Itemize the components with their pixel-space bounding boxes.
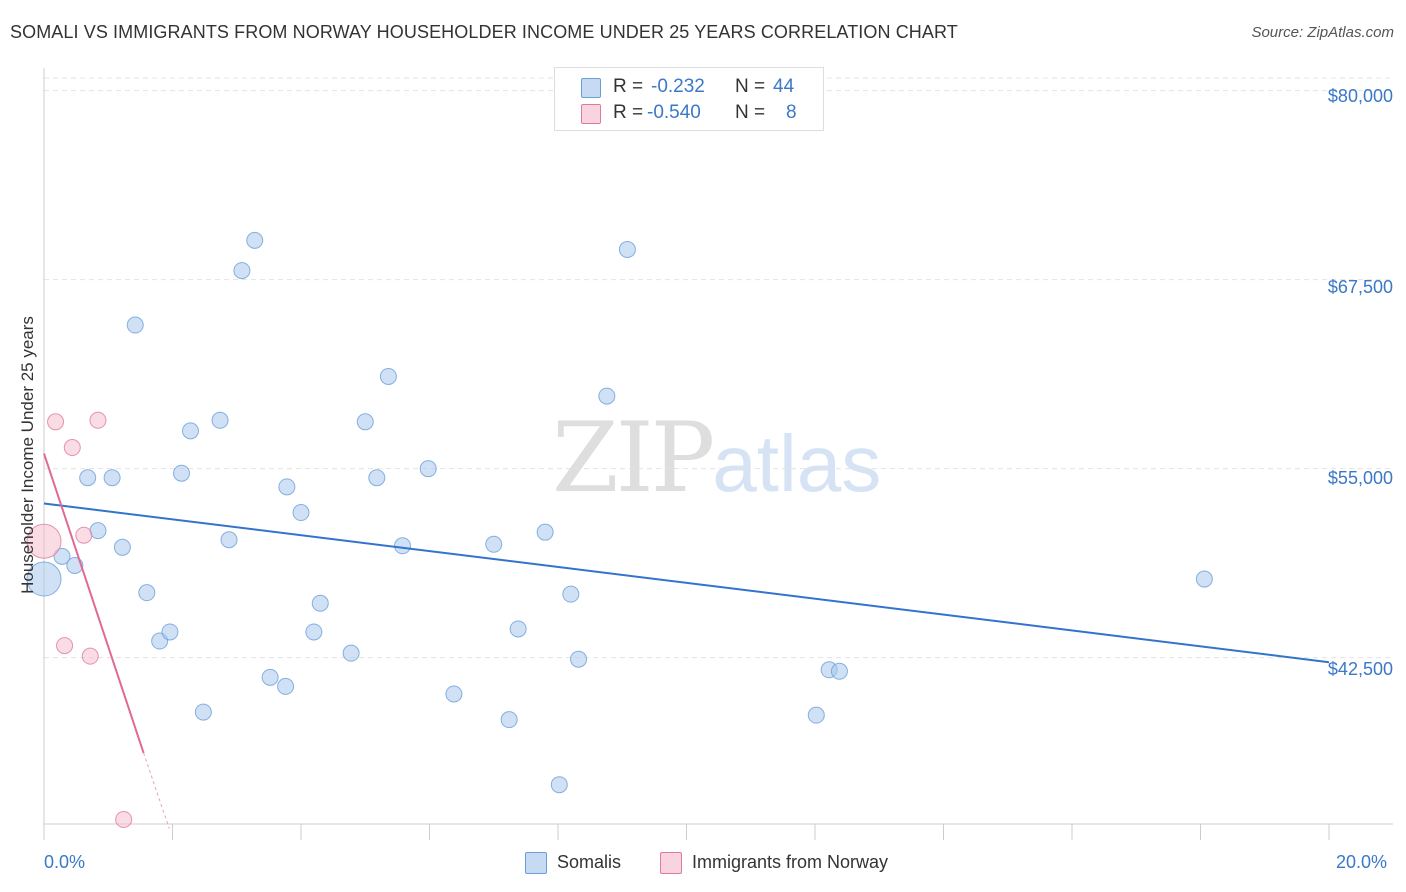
legend-row-somalis: R = -0.232 N = 44 [555,76,823,102]
somali-point [618,240,636,258]
somali-point [311,594,329,612]
somali-point [500,711,518,729]
somali-point [598,387,616,405]
y-tick-label: $55,000 [1327,468,1393,488]
bottom-legend-swatch-norway [660,852,682,874]
somali-point [379,367,397,385]
correlation-legend: R = -0.232 N = 44 R = -0.540 N = 8 [554,67,824,131]
legend-r-label: R = [613,76,644,97]
legend-n-value: 44 [773,76,795,97]
legend-r-value: -0.232 [651,76,705,97]
y-tick-label: $42,500 [1327,659,1393,679]
chart-title: SOMALI VS IMMIGRANTS FROM NORWAY HOUSEHO… [10,22,958,42]
somali-point [445,685,463,703]
somali-point [126,316,144,334]
somali-point [103,469,121,487]
source-label: Source: ZipAtlas.com [1251,24,1394,41]
somali-point [356,413,374,431]
somali-point [394,537,412,555]
watermark: ZIPatlas [552,402,881,514]
norway-point [26,523,62,559]
bottom-legend-somalis: Somalis [557,852,622,872]
somali-point [220,531,238,549]
somali-point [277,677,295,695]
somali-point [246,231,264,249]
x-tick-label-end: 20.0% [1336,852,1388,872]
somali-point [211,411,229,429]
somali-point [509,620,527,638]
norway-point [63,439,81,457]
somali-point [1195,570,1213,588]
norway-point [56,637,74,655]
somali-point [562,585,580,603]
norway-point [75,526,93,544]
somali-trendline [43,502,1330,664]
norway-point [81,647,99,665]
somali-point [536,523,554,541]
legend-swatch-somalis [581,78,601,98]
watermark-zip: ZIP [552,402,715,514]
y-tick-label: $80,000 [1327,86,1393,106]
bottom-legend-norway: Immigrants from Norway [692,852,889,872]
somali-point [89,522,107,540]
somali-point [161,623,179,641]
somali-point [830,662,848,680]
legend-n-label: N = [735,102,766,123]
legend-r-label: R = [613,102,644,123]
somali-point [181,422,199,440]
legend-n-label: N = [735,76,766,97]
somali-point [278,478,296,496]
somali-point [550,776,568,794]
y-axis-label: Householder Income Under 25 years [18,316,37,594]
norway-point [47,413,65,431]
somali-point [419,460,437,478]
bottom-legend-swatch-somalis [525,852,547,874]
legend-swatch-norway [581,104,601,124]
somali-point [570,650,588,668]
somali-point [194,703,212,721]
somali-point [305,623,323,641]
legend-row-norway: R = -0.540 N = 8 [555,102,823,128]
norway-trendline [43,453,145,754]
somali-point [79,469,97,487]
somali-point [138,584,156,602]
norway-point [89,411,107,429]
x-tick-label-start: 0.0% [44,852,86,872]
legend-r-value: -0.540 [647,102,701,123]
y-tick-label: $67,500 [1327,277,1393,297]
somali-point [233,262,251,280]
somali-point [368,469,386,487]
legend-n-value: 8 [786,102,797,123]
somali-point [26,561,62,597]
somali-point [53,547,71,565]
norway-point [115,810,133,828]
somali-point [113,538,131,556]
somali-point [292,504,310,522]
somali-point [485,535,503,553]
somali-point [807,706,825,724]
watermark-atlas: atlas [712,419,882,508]
somali-point [342,644,360,662]
somali-point [261,668,279,686]
norway-trendline-extension [143,752,170,829]
somali-point [172,464,190,482]
